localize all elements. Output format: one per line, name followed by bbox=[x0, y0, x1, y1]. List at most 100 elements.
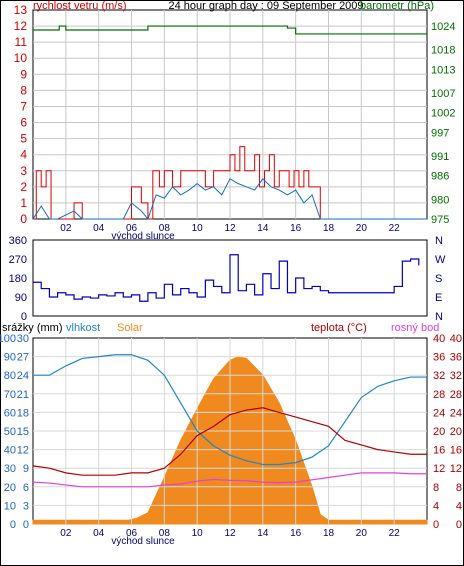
rain-left-tick: 9 bbox=[23, 463, 29, 475]
humidity-left-tick: 50 bbox=[4, 426, 16, 438]
wind-left-tick: 12 bbox=[14, 19, 28, 33]
direction-left-tick: 360 bbox=[9, 235, 27, 247]
humidity-left-tick: 70 bbox=[4, 389, 16, 401]
direction-right-tick: N bbox=[435, 311, 443, 323]
dewpoint-line bbox=[32, 472, 427, 488]
direction-right-tick: S bbox=[435, 273, 442, 285]
wind-x-tick: 02 bbox=[60, 223, 72, 234]
temp-right-tick: 20 bbox=[450, 426, 462, 438]
humidity-left-tick: 30 bbox=[4, 463, 16, 475]
direction-left-tick: 90 bbox=[15, 292, 27, 304]
wind-left-tick: 5 bbox=[20, 132, 27, 146]
baro-right-tick: 1002 bbox=[431, 108, 455, 120]
rain-left-tick: 0 bbox=[23, 519, 29, 531]
climate-x-tick: 20 bbox=[356, 528, 368, 539]
wind-x-tick: 10 bbox=[192, 223, 204, 234]
direction-right-tick: W bbox=[435, 254, 446, 266]
wind-left-tick: 0 bbox=[20, 212, 27, 226]
wind-left-tick: 13 bbox=[14, 3, 28, 17]
rain-left-tick: 15 bbox=[17, 426, 29, 438]
temp-right-tick: 40 bbox=[450, 333, 462, 345]
rain-left-tick: 6 bbox=[23, 482, 29, 494]
baro-right-tick: 1013 bbox=[431, 64, 455, 76]
climate-x-tick: 16 bbox=[290, 528, 302, 539]
wind-left-tick: 8 bbox=[20, 83, 27, 97]
direction-right-tick: E bbox=[435, 292, 442, 304]
rain-left-tick: 24 bbox=[17, 370, 29, 382]
baro-right-tick: 975 bbox=[431, 214, 449, 226]
direction-left-tick: 180 bbox=[9, 273, 27, 285]
wind-speed-line bbox=[33, 146, 427, 220]
humidity-left-tick: 40 bbox=[4, 445, 16, 457]
wind-axis-label: rychlost vetru (m/s) bbox=[33, 0, 127, 12]
temp-right-tick: 36 bbox=[450, 352, 462, 364]
wind-x-tick: 22 bbox=[389, 223, 401, 234]
rain-left-tick: 27 bbox=[17, 352, 29, 364]
wind-left-tick: 3 bbox=[20, 164, 27, 178]
climate-x-tick: 04 bbox=[93, 528, 105, 539]
temp-right-tick: 16 bbox=[450, 445, 462, 457]
wind-left-tick: 11 bbox=[15, 35, 28, 49]
humidity-left-tick: 10 bbox=[4, 500, 16, 512]
chart-title: 24 hour graph day : 09 September 2009 bbox=[168, 0, 363, 12]
climate-x-tick: 18 bbox=[323, 528, 335, 539]
climate-x-tick: 06 bbox=[126, 528, 138, 539]
wind-x-tick: 14 bbox=[257, 223, 269, 234]
baro-axis-label: barometr (hPa) bbox=[360, 0, 434, 12]
rain-label: srážky (mm) bbox=[2, 322, 63, 334]
baro-right-tick: 1007 bbox=[431, 88, 455, 100]
temperature-label: teplota (°C) bbox=[311, 322, 367, 334]
direction-left-tick: 270 bbox=[9, 254, 27, 266]
temp-right-tick: 28 bbox=[450, 389, 462, 401]
humidity-line bbox=[33, 354, 427, 466]
wind-x-tick: 20 bbox=[356, 223, 368, 234]
dew-right-tick: 8 bbox=[433, 482, 439, 494]
wind-left-tick: 6 bbox=[20, 116, 27, 130]
humidity-left-tick: 80 bbox=[4, 370, 16, 382]
temp-right-tick: 8 bbox=[456, 482, 462, 494]
baro-right-tick: 997 bbox=[431, 127, 449, 139]
wind-left-tick: 1 bbox=[20, 196, 27, 210]
dew-right-tick: 32 bbox=[433, 370, 445, 382]
humidity-left-tick: 20 bbox=[4, 482, 16, 494]
wind-x-tick: 18 bbox=[323, 223, 335, 234]
climate-x-tick: 14 bbox=[257, 528, 269, 539]
baro-right-tick: 986 bbox=[431, 171, 449, 183]
climate-x-tick: 12 bbox=[224, 528, 236, 539]
dew-right-tick: 24 bbox=[433, 407, 445, 419]
rain-left-tick: 12 bbox=[17, 445, 29, 457]
dew-right-tick: 28 bbox=[433, 389, 445, 401]
humidity-left-tick: 100 bbox=[0, 333, 16, 345]
climate-x-tick: 08 bbox=[159, 528, 171, 539]
direction-right-tick: N bbox=[435, 235, 443, 247]
dew-right-tick: 40 bbox=[433, 333, 445, 345]
humidity-left-tick: 0 bbox=[10, 519, 16, 531]
wind-direction-line bbox=[33, 254, 420, 302]
climate-x-caption: východ slunce bbox=[111, 536, 175, 547]
rain-left-tick: 21 bbox=[17, 389, 29, 401]
barometer-line bbox=[33, 25, 427, 35]
wind-x-tick: 06 bbox=[126, 223, 138, 234]
dew-right-tick: 20 bbox=[433, 426, 445, 438]
wind-x-tick: 12 bbox=[224, 223, 236, 234]
temp-right-tick: 24 bbox=[450, 407, 462, 419]
humidity-label: vlhkost bbox=[66, 322, 100, 334]
wind-left-tick: 4 bbox=[20, 148, 27, 162]
wind-left-tick: 7 bbox=[20, 99, 27, 113]
dew-right-tick: 16 bbox=[433, 445, 445, 457]
wind-x-tick: 04 bbox=[93, 223, 105, 234]
humidity-left-tick: 90 bbox=[4, 352, 16, 364]
dew-right-tick: 0 bbox=[433, 519, 439, 531]
wind-average-line bbox=[32, 178, 427, 221]
climate-x-tick: 22 bbox=[389, 528, 401, 539]
dew-right-tick: 36 bbox=[433, 352, 445, 364]
rain-left-tick: 18 bbox=[17, 407, 29, 419]
dew-right-tick: 12 bbox=[433, 463, 445, 475]
baro-right-tick: 1018 bbox=[431, 45, 455, 57]
temp-right-tick: 12 bbox=[450, 463, 462, 475]
solar-label: Solar bbox=[117, 322, 143, 334]
temperature-line bbox=[32, 407, 427, 476]
rain-left-tick: 30 bbox=[17, 333, 29, 345]
wind-x-tick: 08 bbox=[159, 223, 171, 234]
